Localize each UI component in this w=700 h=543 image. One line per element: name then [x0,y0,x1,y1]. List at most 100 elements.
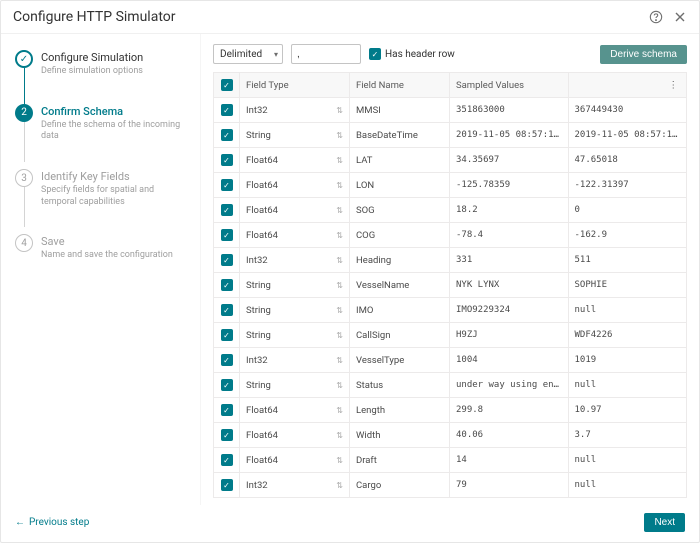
sampled-value-1: -78.4 [450,223,569,248]
step-description: Specify fields for spatial and temporal … [41,185,186,208]
wizard-step[interactable]: 2Confirm SchemaDefine the schema of the … [15,104,186,165]
sort-icon: ⇅ [336,106,343,115]
sampled-value-1: H9ZJ [450,323,569,348]
sampled-value-1: under way using engine [450,373,569,398]
row-checkbox[interactable]: ✓ [214,373,240,398]
field-type-cell[interactable]: Float64⇅ [240,198,350,223]
checkbox-checked-icon: ✓ [221,279,233,291]
sampled-value-1: 14 [450,448,569,473]
row-checkbox[interactable]: ✓ [214,198,240,223]
step-text: Identify Key FieldsSpecify fields for sp… [41,169,186,230]
step-label: Confirm Schema [41,105,186,118]
field-type-cell[interactable]: Float64⇅ [240,398,350,423]
wizard-step[interactable]: ✓Configure SimulationDefine simulation o… [15,50,186,100]
field-name-cell[interactable]: Heading [350,248,450,273]
wizard-step: 4SaveName and save the configuration [15,234,186,284]
table-row: ✓String⇅BaseDateTime2019-11-05 08:57:16.… [214,123,687,148]
close-icon[interactable] [673,10,687,24]
field-name-cell[interactable]: Status [350,373,450,398]
row-checkbox[interactable]: ✓ [214,448,240,473]
row-checkbox[interactable]: ✓ [214,348,240,373]
derive-schema-button[interactable]: Derive schema [600,45,687,64]
step-marker-done-icon: ✓ [15,50,33,68]
field-type-cell[interactable]: String⇅ [240,373,350,398]
sampled-value-2: 3.7 [568,423,687,448]
row-checkbox[interactable]: ✓ [214,298,240,323]
field-type-cell[interactable]: Int32⇅ [240,248,350,273]
step-connector [24,68,25,108]
field-name-cell[interactable]: MMSI [350,98,450,123]
field-type-value: Int32 [246,355,268,366]
dialog-body: ✓Configure SimulationDefine simulation o… [1,34,699,505]
column-header-field-name[interactable]: Field Name [350,73,450,98]
sort-icon: ⇅ [336,281,343,290]
field-type-cell[interactable]: Float64⇅ [240,173,350,198]
next-button[interactable]: Next [644,513,685,532]
has-header-row-checkbox[interactable]: ✓ Has header row [369,48,455,60]
sampled-value-1: 34.35697 [450,148,569,173]
row-checkbox[interactable]: ✓ [214,123,240,148]
row-checkbox[interactable]: ✓ [214,248,240,273]
field-name-cell[interactable]: IMO [350,298,450,323]
sampled-value-2: null [568,448,687,473]
sort-icon: ⇅ [336,381,343,390]
field-type-cell[interactable]: String⇅ [240,323,350,348]
column-header-field-type[interactable]: Field Type [240,73,350,98]
field-type-cell[interactable]: Int32⇅ [240,98,350,123]
field-type-cell[interactable]: String⇅ [240,298,350,323]
field-type-cell[interactable]: Float64⇅ [240,448,350,473]
row-checkbox[interactable]: ✓ [214,98,240,123]
row-checkbox[interactable]: ✓ [214,398,240,423]
field-type-cell[interactable]: Float64⇅ [240,423,350,448]
field-type-cell[interactable]: Float64⇅ [240,223,350,248]
delimiter-input[interactable] [291,44,361,64]
sampled-value-2: 0 [568,198,687,223]
sort-icon: ⇅ [336,431,343,440]
step-text: SaveName and save the configuration [41,234,186,284]
field-type-cell[interactable]: String⇅ [240,123,350,148]
row-checkbox[interactable]: ✓ [214,223,240,248]
field-name-cell[interactable]: VesselName [350,273,450,298]
sort-icon: ⇅ [336,256,343,265]
sampled-value-1: 2019-11-05 08:57:16.4 [450,123,569,148]
field-name-cell[interactable]: LON [350,173,450,198]
column-header-select-all[interactable]: ✓ [214,73,240,98]
column-header-actions[interactable]: ⋮ [568,73,687,98]
row-checkbox[interactable]: ✓ [214,323,240,348]
field-type-cell[interactable]: String⇅ [240,273,350,298]
more-icon[interactable]: ⋮ [669,80,679,91]
field-name-cell[interactable]: Cargo [350,473,450,498]
row-checkbox[interactable]: ✓ [214,148,240,173]
row-checkbox[interactable]: ✓ [214,173,240,198]
row-checkbox[interactable]: ✓ [214,273,240,298]
field-name-cell[interactable]: LAT [350,148,450,173]
table-row: ✓String⇅VesselNameNYK LYNXSOPHIE [214,273,687,298]
field-name-cell[interactable]: VesselType [350,348,450,373]
step-text: Confirm SchemaDefine the schema of the i… [41,104,186,165]
field-name-cell[interactable]: Draft [350,448,450,473]
field-type-cell[interactable]: Int32⇅ [240,473,350,498]
checkbox-checked-icon: ✓ [221,179,233,191]
table-header-row: ✓ Field Type Field Name Sampled Values ⋮ [214,73,687,98]
table-row: ✓Float64⇅Length299.810.97 [214,398,687,423]
field-name-cell[interactable]: SOG [350,198,450,223]
field-name-cell[interactable]: Length [350,398,450,423]
format-select[interactable]: Delimited ▾ [213,44,283,64]
help-icon[interactable] [649,10,663,24]
table-row: ✓Float64⇅SOG18.20 [214,198,687,223]
sampled-value-2: 367449430 [568,98,687,123]
schema-table: ✓ Field Type Field Name Sampled Values ⋮… [213,72,687,498]
row-checkbox[interactable]: ✓ [214,423,240,448]
table-row: ✓Float64⇅COG-78.4-162.9 [214,223,687,248]
field-name-cell[interactable]: CallSign [350,323,450,348]
field-name-cell[interactable]: COG [350,223,450,248]
field-type-cell[interactable]: Int32⇅ [240,348,350,373]
checkbox-checked-icon: ✓ [221,404,233,416]
field-name-cell[interactable]: Width [350,423,450,448]
field-type-cell[interactable]: Float64⇅ [240,148,350,173]
field-name-cell[interactable]: BaseDateTime [350,123,450,148]
previous-step-link[interactable]: ← Previous step [15,517,89,528]
dialog-configure-http-simulator: Configure HTTP Simulator ✓Configure Simu… [0,0,700,543]
row-checkbox[interactable]: ✓ [214,473,240,498]
schema-table-container: ✓ Field Type Field Name Sampled Values ⋮… [201,72,699,505]
